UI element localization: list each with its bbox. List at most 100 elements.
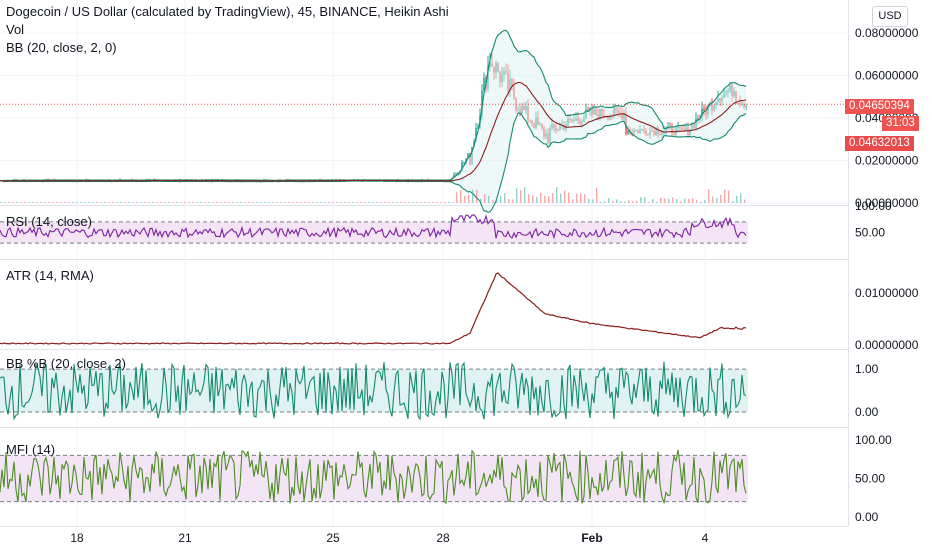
volume-bar	[316, 202, 318, 203]
volume-bar	[264, 202, 266, 203]
volume-bar	[456, 192, 458, 203]
volume-bar	[300, 202, 302, 203]
bbp-axis-label: 1.00	[855, 362, 879, 376]
volume-bar	[732, 200, 734, 203]
volume-bar	[64, 202, 66, 203]
countdown-tag: 31:03	[882, 116, 919, 131]
volume-bar	[576, 193, 578, 203]
candle-body	[455, 173, 457, 175]
candle-body	[483, 77, 485, 91]
volume-bar	[604, 201, 606, 203]
volume-bar	[548, 196, 550, 203]
volume-bar	[492, 199, 494, 203]
volume-bar	[448, 202, 450, 203]
bb-basis-tag: 0.04632013	[845, 136, 914, 151]
volume-bar	[244, 202, 246, 203]
volume-bar	[376, 202, 378, 203]
volume-bar	[516, 188, 518, 203]
volume-bar	[524, 187, 526, 203]
time-axis-label: 21	[178, 531, 192, 545]
volume-bar	[680, 201, 682, 203]
volume-bar	[348, 202, 350, 203]
volume-bar	[68, 202, 70, 203]
time-axis-label: 18	[70, 531, 84, 545]
volume-bar	[52, 202, 54, 203]
volume-bar	[240, 202, 242, 203]
volume-bar	[608, 198, 610, 203]
volume-bar	[196, 202, 198, 203]
volume-bar	[504, 193, 506, 203]
volume-bar	[328, 202, 330, 203]
rsi-axis-label: 50.00	[855, 226, 885, 240]
volume-bar	[660, 197, 662, 203]
volume-bar	[628, 200, 630, 203]
candle-body	[477, 127, 479, 129]
bbp-axis-label: 0.00	[855, 405, 879, 419]
volume-bar	[488, 195, 490, 203]
candle-body	[463, 162, 465, 164]
volume-bar	[636, 200, 638, 203]
volume-bar	[624, 201, 626, 203]
price-axis-label: 0.02000000	[855, 154, 919, 168]
volume-bar	[452, 202, 454, 203]
volume-bar	[536, 197, 538, 203]
volume-bar	[416, 202, 418, 203]
volume-bar	[464, 196, 466, 203]
mfi-axis-label: 0.00	[855, 510, 879, 524]
price-axis-label: 0.06000000	[855, 69, 919, 83]
volume-bar	[120, 202, 122, 203]
volume-bar	[640, 197, 642, 203]
volume-bar	[384, 202, 386, 203]
time-axis-label: 28	[436, 531, 450, 545]
mfi-axis-label: 100.00	[855, 433, 892, 447]
volume-bar	[304, 202, 306, 203]
volume-bar	[688, 199, 690, 203]
candle-body	[461, 162, 463, 171]
volume-bar	[700, 201, 702, 203]
volume-bar	[84, 202, 86, 203]
volume-bar	[224, 202, 226, 203]
volume-bar	[500, 196, 502, 203]
volume-bar	[124, 202, 126, 203]
volume-bar	[684, 198, 686, 203]
volume-bar	[412, 202, 414, 203]
volume-bar	[16, 202, 18, 203]
volume-bar	[4, 202, 6, 203]
bb-fill	[0, 30, 746, 213]
volume-bar	[356, 202, 358, 203]
volume-bar	[208, 202, 210, 203]
volume-bar	[720, 194, 722, 203]
volume-bar	[204, 202, 206, 203]
currency-button[interactable]: USD	[872, 6, 908, 27]
volume-bar	[128, 202, 130, 203]
volume-bar	[676, 198, 678, 203]
volume-bar	[408, 202, 410, 203]
volume-bar	[744, 199, 746, 203]
volume-bar	[364, 202, 366, 203]
volume-bar	[436, 202, 438, 203]
volume-bar	[0, 202, 2, 203]
volume-bar	[560, 193, 562, 203]
volume-bar	[100, 202, 102, 203]
volume-bar	[360, 202, 362, 203]
volume-bar	[460, 189, 462, 203]
volume-bar	[184, 202, 186, 203]
volume-bar	[272, 202, 274, 203]
volume-bar	[108, 202, 110, 203]
candle-body	[627, 130, 629, 134]
time-axis-label: Feb	[581, 531, 602, 545]
volume-bar	[320, 202, 322, 203]
volume-bar	[48, 202, 50, 203]
atr-axis-label: 0.00000000	[855, 338, 919, 352]
atr-axis-label: 0.01000000	[855, 286, 919, 300]
volume-bar	[176, 202, 178, 203]
rsi-line	[0, 214, 747, 240]
volume-bar	[428, 202, 430, 203]
candle-body	[481, 90, 483, 116]
volume-bar	[388, 202, 390, 203]
volume-bar	[564, 190, 566, 203]
volume-bar	[468, 194, 470, 203]
time-axis-label: 4	[702, 531, 709, 545]
volume-bar	[228, 202, 230, 203]
